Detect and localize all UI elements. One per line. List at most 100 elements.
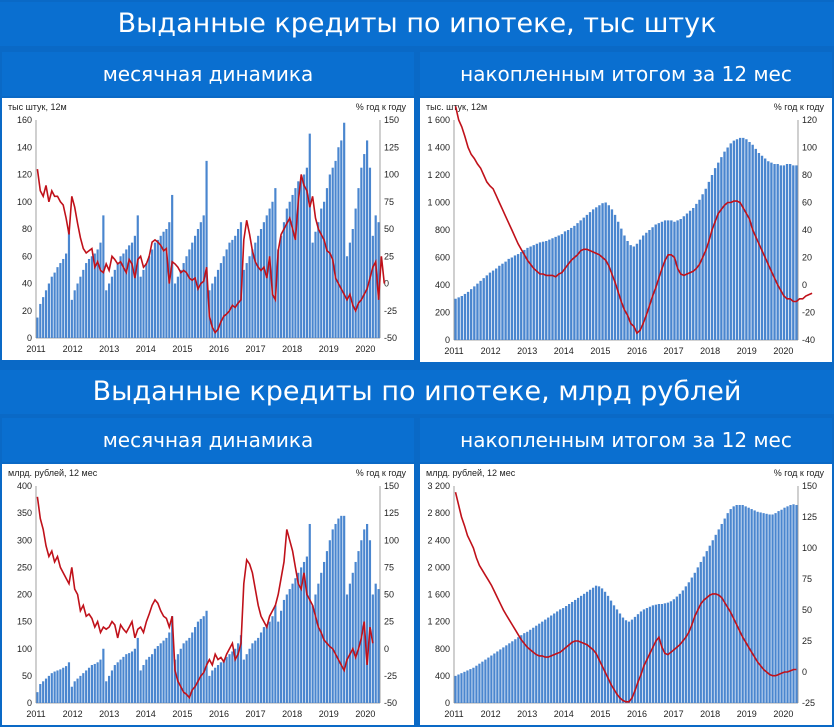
bar [108,283,111,338]
bar [156,239,159,338]
x-tick: 2020 [773,346,793,356]
bar [673,221,676,340]
bar [579,220,582,340]
bar [308,523,311,703]
y-tick-left: 600 [435,253,450,263]
ylabel-left: млрд. рублей, 12 мес [426,468,516,478]
bar [460,673,463,703]
bar [280,610,283,703]
bar [582,217,585,340]
bar [248,256,251,338]
bar [660,603,664,703]
x-tick: 2015 [590,346,610,356]
bar [79,276,82,338]
y-tick-left: 200 [435,308,450,318]
bar [308,133,311,338]
bar [245,263,248,338]
bar [345,256,349,338]
bar [62,667,65,703]
bar [491,270,495,340]
bar [130,242,134,338]
y-tick-right: 50 [802,605,812,615]
bar [484,659,487,703]
y-tick-right: 50 [384,590,394,600]
bar [110,276,114,338]
bar [216,269,220,338]
x-tick: 2016 [209,344,229,354]
y-tick-left: 800 [435,644,450,654]
chart-money-monthly-svg: млрд. рублей, 12 мес % год к году 0 50 100 15… [8,468,406,719]
bar [472,667,475,703]
x-tick: 2017 [246,344,266,354]
bar [36,317,39,338]
x-tick: 2020 [355,709,375,719]
bar [688,210,692,340]
y-tick-left: 160 [17,115,32,125]
bar [481,661,484,703]
bar [82,269,85,338]
bar [574,599,577,703]
bar [171,616,174,703]
bar [311,242,314,338]
bar [211,670,214,703]
bar [360,167,363,338]
bar [251,249,254,338]
x-tick: 2016 [209,709,229,719]
bar [282,599,286,703]
bar [194,627,197,703]
bar [368,540,372,703]
bar [707,181,711,340]
y-tick-right: 75 [384,562,394,572]
y-tick-right: 25 [802,636,812,646]
bar [231,239,234,338]
bar [285,594,288,703]
bar [666,602,670,703]
bar [639,611,643,703]
x-tick: 2017 [664,709,684,719]
bar [645,232,648,340]
bar [44,678,48,703]
y-tick-right: 80 [802,170,812,180]
bar [343,122,346,338]
bar [125,249,128,338]
y-tick-right: 150 [802,481,817,491]
bar [377,222,380,338]
y-tick-left: 300 [17,535,32,545]
ylabel-left: млрд. рублей, 12 мес [8,468,98,478]
bar [514,639,517,703]
bar [50,276,53,338]
bar [325,551,329,703]
bar [532,245,535,340]
bar [96,249,99,338]
bar [710,175,714,340]
bar [142,665,145,703]
bar [56,267,59,338]
bar [613,214,617,340]
bar [457,674,460,703]
bar [779,165,782,340]
bar [466,291,470,340]
ylabel-left: тыс. штук, 12м [426,102,487,112]
bar [482,278,485,340]
bar [360,540,363,703]
y-tick-right: 0 [802,280,807,290]
title-money: Выданные кредиты по ипотеке, млрд рублей [0,370,834,414]
bar [271,616,274,703]
bar [473,286,476,340]
bar [597,586,601,703]
bar [792,165,795,340]
x-tick: 2018 [700,709,720,719]
bar [257,235,260,338]
y-tick-left: 1 400 [427,143,450,153]
bar [168,632,171,703]
bar [288,589,291,703]
bar [795,165,798,340]
bar [609,600,613,703]
series-line [36,496,374,700]
y-tick-left: 800 [435,225,450,235]
bar [747,507,750,703]
bar [454,298,457,340]
bar [510,257,514,340]
bar [720,523,723,703]
bar [231,651,234,703]
